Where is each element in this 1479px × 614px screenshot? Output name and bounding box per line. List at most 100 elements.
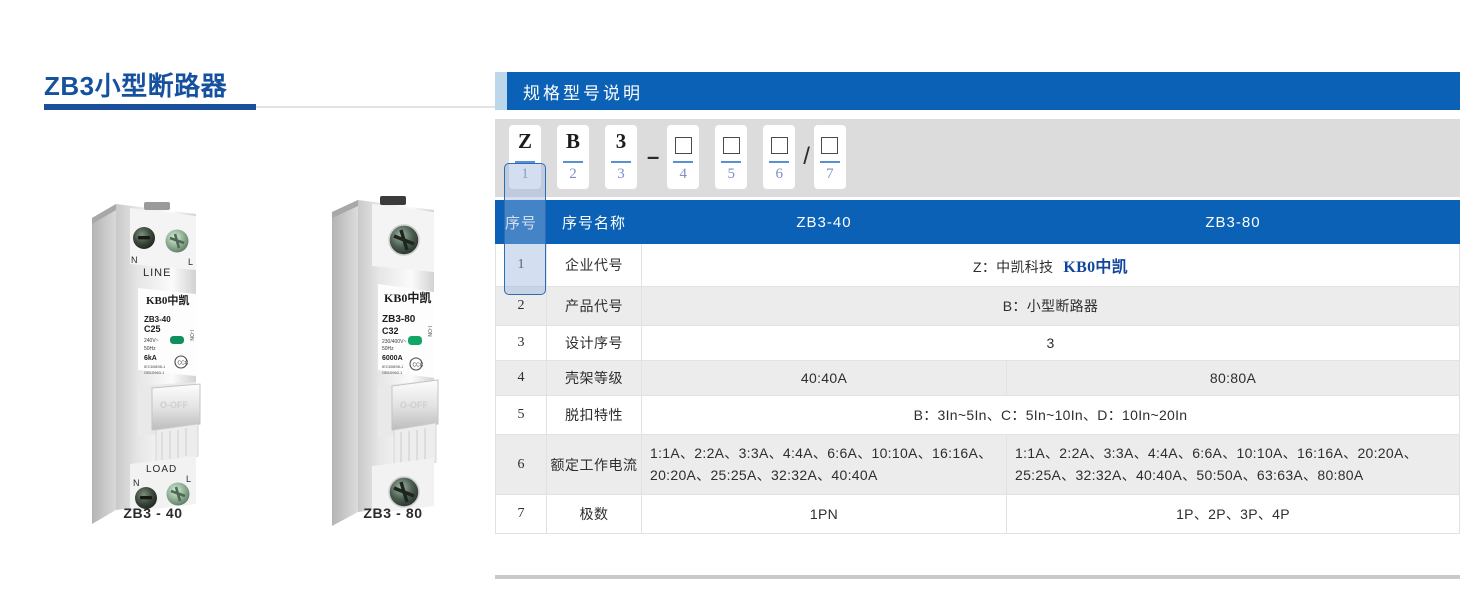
row-value-merged: B：3In~5In、C：5In~10In、D：10In~20In: [641, 395, 1460, 435]
row-name: 额定工作电流: [546, 433, 642, 496]
code-placeholder-6: [770, 125, 788, 157]
code-cell-2[interactable]: B 2: [557, 125, 589, 189]
product-caption-zb3-80: ZB3 - 80: [363, 505, 423, 521]
brand-label: KB0中凯: [384, 290, 431, 305]
row-no: 6: [495, 433, 547, 496]
row-value-zb3-40: 1:1A、2:2A、3:3A、4:4A、6:6A、10:10A、16:16A、2…: [641, 433, 1007, 496]
code-divider-3: [611, 161, 631, 163]
table-bottom-rule: [495, 575, 1460, 579]
row-value-merged: Z：中凯科技 KB0中凯: [641, 243, 1460, 287]
code-separator-slash: /: [803, 143, 810, 170]
row-no: 4: [495, 360, 547, 396]
frequency-label: 50Hz: [382, 346, 394, 352]
toggle-label: O-OFF: [160, 400, 188, 410]
code-divider-2: [563, 161, 583, 163]
row-no: 1: [495, 243, 547, 287]
load-label: LOAD: [146, 464, 177, 475]
empty-box-icon: [674, 136, 692, 154]
line-label: LINE: [143, 267, 171, 279]
code-placeholder-5: [722, 125, 740, 157]
code-cell-4[interactable]: 4: [667, 125, 700, 189]
row-name: 脱扣特性: [546, 395, 642, 435]
row-no: 3: [495, 325, 547, 361]
row-name: 产品代号: [546, 286, 642, 326]
model-label: ZB3-80: [382, 314, 416, 325]
code-number-4: 4: [679, 166, 688, 182]
column-header-zb3-40: ZB3-40: [641, 200, 1007, 244]
breaking-label: 6kA: [144, 355, 157, 362]
ccc-mark: [409, 357, 423, 371]
svg-text:I-ON: I-ON: [188, 330, 194, 341]
voltage-label: 240V~: [144, 338, 159, 344]
standard-label-1: IEC60898-1: [144, 364, 166, 369]
title-underline-blue: [44, 104, 256, 110]
product-image-zb3-40: N L LINE KB0中凯 ZB3-40 C25 240V~ 50Hz 6kA…: [78, 180, 228, 540]
table-row: 1 企业代号 Z：中凯科技 KB0中凯: [495, 243, 1460, 287]
table-row: 2 产品代号 B：小型断路器: [495, 286, 1460, 326]
row-value-zb3-80: 80:80A: [1006, 360, 1460, 396]
ccc-mark: [174, 355, 188, 369]
model-label: ZB3-40: [144, 315, 171, 324]
code-cell-1[interactable]: Z 1: [509, 125, 541, 189]
svg-text:I-ON: I-ON: [426, 326, 432, 337]
standard-label-2: GB10963.1: [382, 370, 403, 375]
code-placeholder-4: [674, 125, 692, 157]
model-code-diagram: Z 1 B 2 3 3 – 4: [495, 119, 1460, 295]
page-title: ZB3小型断路器: [44, 71, 228, 101]
row-value-zb3-40: 1PN: [641, 494, 1007, 535]
code-divider-1: [515, 161, 535, 163]
table-row: 6 额定工作电流 1:1A、2:2A、3:3A、4:4A、6:6A、10:10A…: [495, 433, 1460, 496]
spec-header-bar: 规格型号说明: [495, 72, 1460, 110]
breaking-label: 6000A: [382, 355, 403, 362]
code-cell-5[interactable]: 5: [715, 125, 748, 189]
standard-label-1: IEC60898-1: [382, 364, 404, 369]
terminal-label-n-top: N: [131, 255, 138, 265]
code-number-1: 1: [521, 166, 529, 182]
terminal-label-l-top: L: [188, 257, 193, 267]
code-number-6: 6: [775, 166, 784, 182]
table-row: 4 壳架等级 40:40A 80:80A: [495, 360, 1460, 396]
row-value-merged: B：小型断路器: [641, 286, 1460, 326]
code-number-2: 2: [569, 166, 577, 182]
terminal-label-n-bottom: N: [133, 478, 140, 488]
product-caption-zb3-40: ZB3 - 40: [123, 505, 183, 521]
code-letter-1: Z: [517, 128, 532, 153]
row-name: 设计序号: [546, 325, 642, 361]
spec-header-accent: [495, 72, 507, 110]
column-header-name: 序号名称: [546, 200, 642, 244]
brand-mark: KB0中凯: [1063, 259, 1128, 276]
toggle-label: O-OFF: [400, 400, 428, 410]
code-letter-2: B: [565, 128, 580, 153]
product-image-zb3-80: KB0中凯 ZB3-80 C32 230/400V~ 50Hz 6000A IE…: [318, 180, 468, 540]
table-header-row: 序号 序号名称 ZB3-40 ZB3-80: [495, 200, 1460, 244]
empty-box-icon: [722, 136, 740, 154]
column-header-no: 序号: [495, 200, 547, 244]
empty-box-icon: [770, 136, 788, 154]
code-number-5: 5: [727, 166, 736, 182]
breaker-illustration-zb3-40: N L LINE KB0中凯 ZB3-40 C25 240V~ 50Hz 6kA…: [92, 202, 201, 524]
code-divider-6: [769, 161, 790, 163]
code-placeholder-7: [821, 125, 839, 157]
row-no: 2: [495, 286, 547, 326]
code-cell-6[interactable]: 6: [763, 125, 796, 189]
row-no: 5: [495, 395, 547, 435]
indicator-window: [170, 336, 184, 344]
row-name: 企业代号: [546, 243, 642, 287]
model-code-row: Z 1 B 2 3 3 – 4: [509, 125, 862, 191]
brand-label: KB0中凯: [146, 293, 189, 307]
code-number-7: 7: [826, 166, 834, 182]
code-cell-7[interactable]: 7: [813, 125, 846, 189]
table-row: 7 极数 1PN 1P、2P、3P、4P: [495, 494, 1460, 535]
svg-text:CCC: CCC: [413, 363, 424, 369]
spec-header-title: 规格型号说明: [523, 83, 643, 103]
spec-table-body: 1 企业代号 Z：中凯科技 KB0中凯 2 产品代号 B：小型断路器 3 设计序号…: [495, 243, 1460, 535]
voltage-label: 230/400V~: [382, 339, 406, 345]
standard-label-2: GB10963.1: [144, 370, 165, 375]
code-cell-3[interactable]: 3 3: [605, 125, 637, 189]
row-value-text: Z：中凯科技: [973, 259, 1054, 275]
svg-text:CCC: CCC: [178, 361, 189, 367]
indicator-window: [408, 336, 422, 345]
code-divider-4: [673, 161, 694, 163]
rating-label: C25: [144, 324, 161, 334]
spec-table-head: 序号 序号名称 ZB3-40 ZB3-80: [495, 200, 1460, 244]
